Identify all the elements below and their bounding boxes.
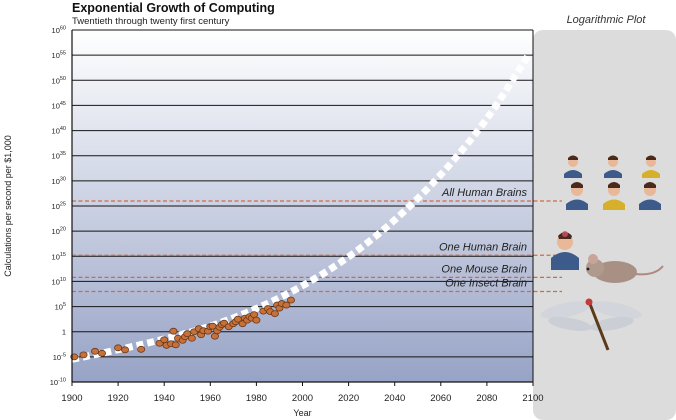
data-point	[114, 344, 123, 352]
y-tick-label: 1035	[52, 151, 66, 161]
data-point	[282, 301, 291, 309]
x-tick-label: 1900	[61, 393, 82, 404]
y-tick-label: 1040	[52, 126, 66, 136]
x-tick-label: 2080	[476, 393, 497, 404]
y-tick-label: 1010	[52, 277, 66, 287]
data-point	[187, 334, 196, 342]
trend-line	[71, 53, 532, 363]
axes: 10-10 10-5 1 105 1010 1015 1020 1025 1030 1035 104…	[3, 26, 544, 419]
data-point	[91, 347, 100, 355]
y-tick-label: 1020	[52, 227, 66, 237]
x-tick-label: 2040	[384, 393, 405, 404]
data-point	[137, 345, 146, 353]
data-point	[160, 336, 169, 344]
x-tick-label: 1960	[200, 393, 221, 404]
x-tick-label: 2060	[430, 393, 451, 404]
y-tick-label: 10-10	[50, 378, 66, 388]
thresholds	[72, 200, 562, 293]
x-tick-label: 1940	[154, 393, 175, 404]
data-point	[270, 310, 279, 318]
chart-subtitle: Twentieth through twenty first century	[72, 16, 230, 27]
mouse-icon	[586, 254, 664, 283]
y-tick-label: 1060	[52, 26, 66, 36]
threshold-label: All Human Brains	[441, 187, 527, 199]
threshold-label: One Insect Brain	[445, 277, 527, 289]
threshold-label: One Mouse Brain	[441, 263, 527, 275]
data-point	[121, 346, 130, 354]
insect-icon	[540, 298, 642, 351]
y-tick-label: 10-5	[53, 352, 66, 362]
data-points	[70, 296, 295, 361]
panel-title: Logarithmic Plot	[566, 14, 646, 26]
y-tick-label: 105	[55, 302, 66, 312]
data-point	[250, 311, 259, 319]
data-point	[171, 341, 180, 349]
data-point	[286, 296, 295, 304]
data-point	[169, 327, 178, 335]
y-tick-label: 1045	[52, 101, 66, 111]
y-tick-label: 1050	[52, 76, 66, 86]
x-tick-label: 2000	[292, 393, 313, 404]
y-tick-label: 1025	[52, 202, 66, 212]
human-brain-icon	[551, 231, 579, 270]
y-tick-label: 1	[62, 328, 66, 337]
x-tick-label: 2020	[338, 393, 359, 404]
illustration-panel	[533, 30, 676, 420]
labels: All Human Brains One Human Brain One Mouse…	[439, 187, 528, 290]
people-group-icon	[564, 155, 661, 210]
y-tick-label: 1055	[52, 51, 66, 61]
x-tick-label: 2100	[522, 393, 543, 404]
data-point	[252, 316, 261, 324]
data-point	[97, 349, 106, 357]
y-tick-label: 1015	[52, 252, 66, 262]
x-tick-label: 1920	[108, 393, 129, 404]
data-point	[210, 332, 219, 340]
x-tick-label: 1980	[246, 393, 267, 404]
y-axis-label: Calculations per second per $1,000	[3, 135, 13, 277]
trend	[71, 53, 532, 363]
data-point	[79, 351, 88, 359]
y-tick-label: 1030	[52, 176, 66, 186]
threshold-label: One Human Brain	[439, 241, 527, 253]
chart-title: Exponential Growth of Computing	[72, 1, 275, 15]
x-axis-label: Year	[293, 408, 311, 418]
